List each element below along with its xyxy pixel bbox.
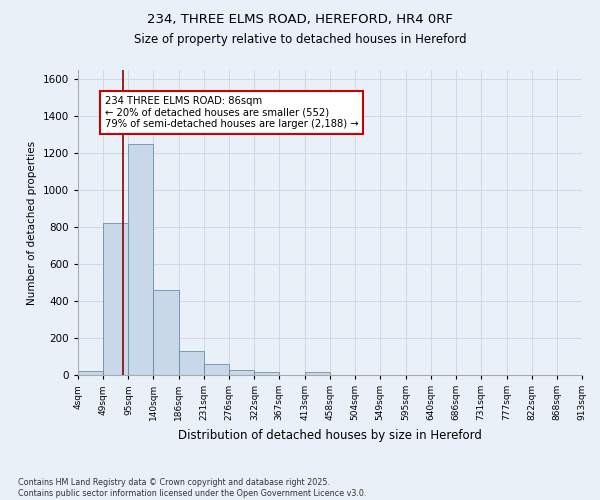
Bar — [179, 351, 204, 375]
Bar — [229, 370, 254, 375]
Bar — [78, 372, 103, 375]
Bar — [305, 372, 330, 375]
Bar — [204, 364, 229, 375]
Text: 234, THREE ELMS ROAD, HEREFORD, HR4 0RF: 234, THREE ELMS ROAD, HEREFORD, HR4 0RF — [147, 12, 453, 26]
Text: 234 THREE ELMS ROAD: 86sqm
← 20% of detached houses are smaller (552)
79% of sem: 234 THREE ELMS ROAD: 86sqm ← 20% of deta… — [104, 96, 358, 129]
Bar — [103, 224, 128, 375]
X-axis label: Distribution of detached houses by size in Hereford: Distribution of detached houses by size … — [178, 428, 482, 442]
Text: Contains HM Land Registry data © Crown copyright and database right 2025.
Contai: Contains HM Land Registry data © Crown c… — [18, 478, 367, 498]
Y-axis label: Number of detached properties: Number of detached properties — [27, 140, 37, 304]
Bar — [154, 290, 179, 375]
Bar — [254, 372, 279, 375]
Text: Size of property relative to detached houses in Hereford: Size of property relative to detached ho… — [134, 32, 466, 46]
Bar — [128, 144, 154, 375]
